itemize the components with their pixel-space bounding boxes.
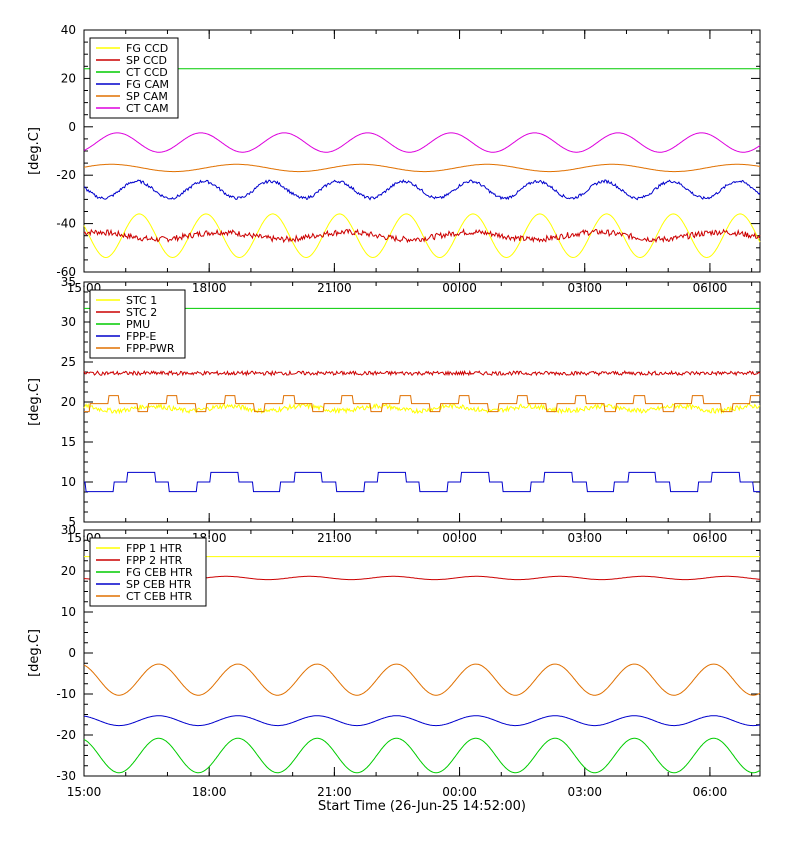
series-line-fpp-e (84, 471, 760, 493)
legend-box (89, 37, 179, 119)
ytick-label: 20 (61, 71, 76, 85)
ytick-label: 20 (61, 564, 76, 578)
ytick-label: 25 (61, 355, 76, 369)
series-line-ct-cam (83, 132, 761, 153)
legend-label: STC 2 (126, 306, 157, 319)
legend-label: FPP 1 HTR (126, 542, 183, 555)
ytick-label: 10 (61, 475, 76, 489)
series-line-fg-cam (83, 178, 761, 201)
y-axis-label: [deg.C] (27, 378, 42, 426)
ytick-label: 0 (68, 120, 76, 134)
legend-label: SP CEB HTR (126, 578, 192, 591)
legend-label: FG CAM (126, 78, 169, 91)
xtick-label: 18:00 (192, 785, 227, 799)
legend-label: CT CEB HTR (126, 590, 193, 603)
ytick-label: 40 (61, 23, 76, 37)
legend-label: FG CCD (126, 42, 168, 55)
ytick-label: 0 (68, 646, 76, 660)
y-axis-label: [deg.C] (27, 127, 42, 175)
series-line-stc-1 (83, 402, 761, 415)
legend-label: FPP-PWR (126, 342, 175, 355)
legend-label: CT CAM (126, 102, 169, 115)
legend-label: STC 1 (126, 294, 157, 307)
series-line-sp-ceb-htr (83, 715, 761, 727)
series-line-ct-ceb-htr (83, 663, 761, 696)
xtick-label: 06:00 (693, 785, 728, 799)
legend-label: PMU (126, 318, 150, 331)
ytick-label: 20 (61, 395, 76, 409)
ytick-label: -20 (56, 728, 76, 742)
series-line-fpp-pwr (84, 395, 760, 413)
y-axis-label: [deg.C] (27, 629, 42, 677)
series-line-fg-ccd (83, 213, 761, 259)
legend-label: SP CAM (126, 90, 168, 103)
ytick-label: 30 (61, 523, 76, 537)
ytick-label: 10 (61, 605, 76, 619)
ytick-label: 15 (61, 435, 76, 449)
ytick-label: -20 (56, 168, 76, 182)
legend-label: CT CCD (126, 66, 168, 79)
ytick-label: 5 (68, 515, 76, 529)
ytick-label: 35 (61, 275, 76, 289)
series-line-sp-cam (83, 163, 761, 173)
x-axis-label: Start Time (26-Jun-25 14:52:00) (318, 799, 526, 814)
series-line-fg-ceb-htr (83, 737, 761, 774)
legend-label: SP CCD (126, 54, 167, 67)
xtick-label: 00:00 (442, 785, 477, 799)
legend-label: FPP 2 HTR (126, 554, 183, 567)
xtick-label: 21:00 (317, 785, 352, 799)
legend-label: FG CEB HTR (126, 566, 193, 579)
series-line-stc-2 (83, 369, 761, 377)
ytick-label: -30 (56, 769, 76, 783)
xtick-label: 03:00 (567, 785, 602, 799)
xtick-label: 15:00 (67, 785, 102, 799)
ytick-label: -60 (56, 265, 76, 279)
ytick-label: -10 (56, 687, 76, 701)
ytick-label: -40 (56, 217, 76, 231)
ytick-label: 30 (61, 315, 76, 329)
legend-label: FPP-E (126, 330, 156, 343)
series-line-sp-ccd (83, 227, 761, 244)
